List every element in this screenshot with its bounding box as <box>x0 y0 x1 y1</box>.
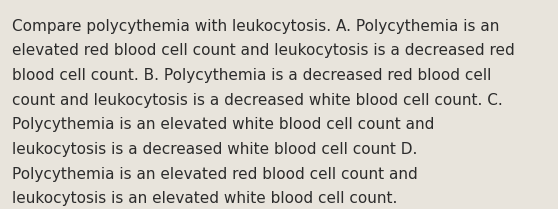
Text: Polycythemia is an elevated white blood cell count and: Polycythemia is an elevated white blood … <box>12 117 435 133</box>
Text: count and leukocytosis is a decreased white blood cell count. C.: count and leukocytosis is a decreased wh… <box>12 93 503 108</box>
Text: blood cell count. B. Polycythemia is a decreased red blood cell: blood cell count. B. Polycythemia is a d… <box>12 68 492 83</box>
Text: leukocytosis is a decreased white blood cell count D.: leukocytosis is a decreased white blood … <box>12 142 417 157</box>
Text: elevated red blood cell count and leukocytosis is a decreased red: elevated red blood cell count and leukoc… <box>12 43 515 59</box>
Text: Polycythemia is an elevated red blood cell count and: Polycythemia is an elevated red blood ce… <box>12 167 418 182</box>
Text: Compare polycythemia with leukocytosis. A. Polycythemia is an: Compare polycythemia with leukocytosis. … <box>12 19 499 34</box>
Text: leukocytosis is an elevated white blood cell count.: leukocytosis is an elevated white blood … <box>12 191 398 206</box>
